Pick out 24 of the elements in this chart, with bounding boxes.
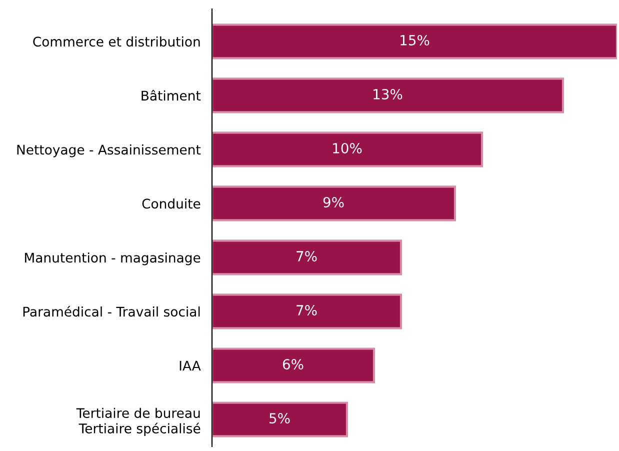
data-label: 15%: [400, 34, 430, 46]
bar: [212, 348, 376, 384]
bar: [212, 402, 348, 438]
bar: [212, 132, 484, 168]
bar: [212, 78, 564, 114]
data-label: 5%: [270, 413, 290, 424]
data-label: 13%: [374, 88, 402, 100]
y-tick-label: Conduite: [142, 198, 200, 209]
y-tick-label: Commerce et distribution: [33, 36, 200, 47]
y-tick-label: Manutention - magasinage: [25, 252, 200, 266]
y-tick-label: Bâtiment: [142, 90, 201, 101]
y-tick-label: IAA: [180, 360, 201, 370]
y-tick-label: Tertiaire de bureau Tertiaire spécialisé: [76, 408, 200, 436]
bar: [212, 294, 402, 330]
bar: [212, 186, 456, 222]
data-label: 6%: [282, 359, 304, 370]
y-tick-label: Nettoyage - Assainissement: [17, 144, 201, 158]
data-label: 7%: [296, 304, 317, 316]
data-label: 10%: [333, 142, 362, 154]
data-label: 9%: [323, 196, 344, 208]
bar: [212, 240, 402, 276]
bar: [212, 24, 617, 60]
data-label: 7%: [296, 250, 317, 262]
y-tick-label: Paramédical - Travail social: [23, 306, 200, 317]
